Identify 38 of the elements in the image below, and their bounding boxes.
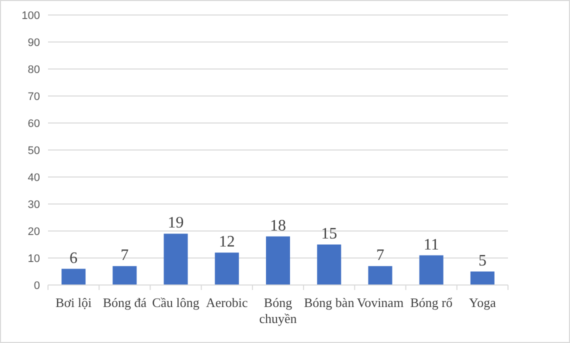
x-tick-label: Yoga	[469, 295, 496, 310]
x-tick-label: Vovinam	[356, 295, 404, 310]
bar	[317, 244, 342, 285]
bar	[266, 236, 290, 285]
data-label: 12	[218, 234, 235, 251]
y-tick-label: 90	[28, 36, 40, 49]
bar	[214, 252, 239, 285]
y-tick-label: 40	[28, 172, 40, 184]
y-tick-label: 70	[28, 90, 40, 103]
data-label: 11	[424, 236, 440, 254]
bar	[470, 272, 494, 285]
x-tick-label: Cầu lông	[152, 295, 200, 310]
x-tick-label: Bóng bàn	[304, 295, 355, 310]
y-tick-label: 60	[28, 118, 40, 130]
x-tick-label: Aerobic	[206, 295, 248, 310]
x-tick-label: Bóng chuyền	[259, 295, 298, 326]
y-tick-label: 20	[28, 226, 40, 238]
y-tick-label: 0	[34, 280, 40, 292]
bar	[62, 268, 86, 285]
data-label: 6	[70, 250, 78, 267]
data-label: 7	[376, 247, 384, 264]
y-tick-label: 80	[28, 64, 40, 76]
x-tick-label: Bóng đá	[102, 295, 147, 310]
y-tick-label: 100	[22, 10, 40, 22]
x-tick-label: Bơi lội	[55, 295, 92, 310]
bar	[164, 234, 188, 285]
data-label: 19	[168, 214, 184, 232]
x-tick-label: Bóng rổ	[410, 295, 452, 310]
y-tick-label: 10	[28, 252, 40, 265]
bar	[419, 255, 444, 285]
bar	[368, 266, 392, 285]
data-label: 5	[478, 252, 486, 270]
bar	[112, 266, 137, 285]
data-label: 18	[270, 217, 286, 234]
y-tick-label: 50	[28, 144, 40, 157]
data-label: 7	[120, 247, 129, 264]
data-label: 15	[321, 226, 338, 242]
y-tick-label: 30	[28, 198, 40, 211]
